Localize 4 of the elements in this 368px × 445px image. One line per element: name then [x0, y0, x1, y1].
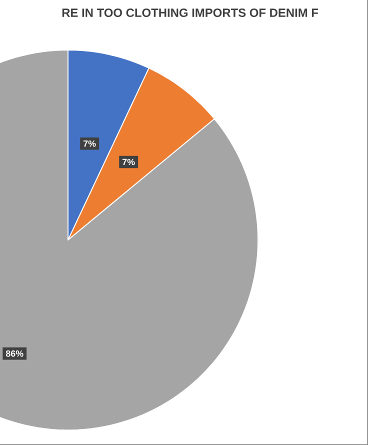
data-label: 86% [6, 350, 24, 357]
chart-title: RE IN TOO CLOTHING IMPORTS OF DENIM F [62, 8, 318, 17]
data-label: 7% [122, 158, 135, 166]
data-label: 7% [84, 140, 96, 147]
